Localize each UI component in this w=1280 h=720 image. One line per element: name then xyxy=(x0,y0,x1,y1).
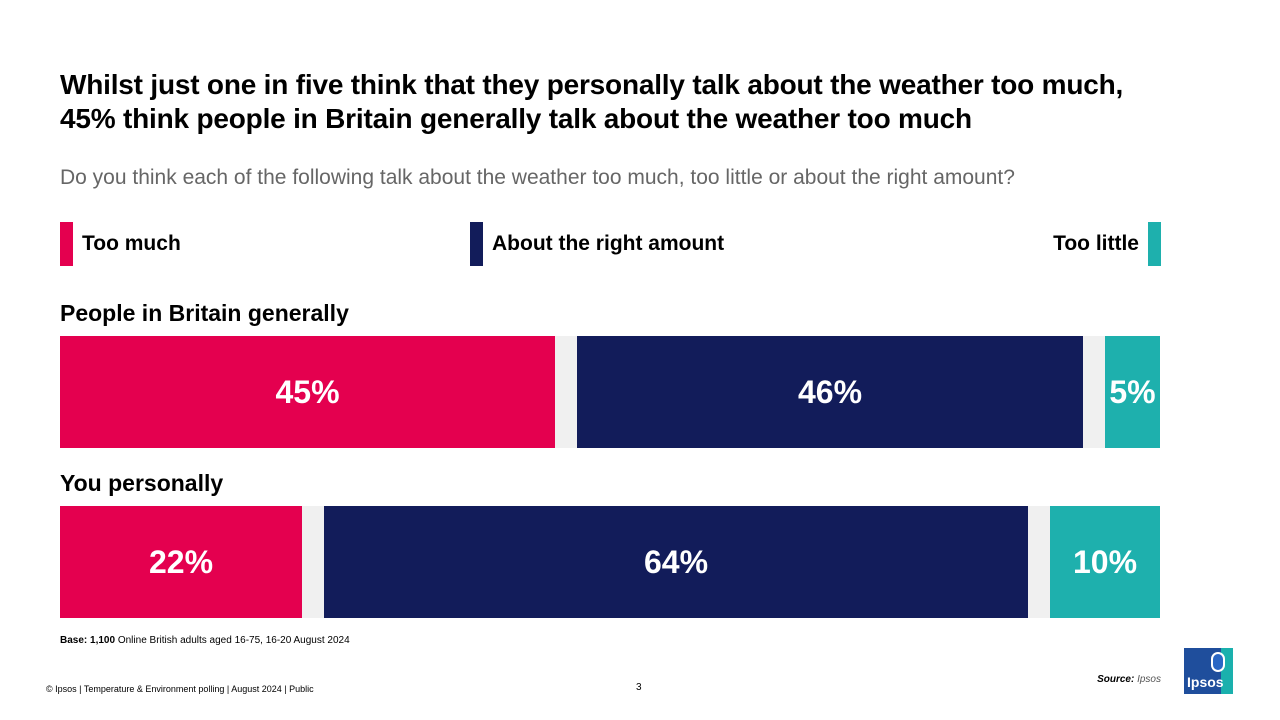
footer-text: © Ipsos | Temperature & Environment poll… xyxy=(46,684,314,694)
bar-row-britain: 45% 46% 5% xyxy=(60,336,1160,448)
legend-too-much: Too much xyxy=(60,222,181,266)
question-subtitle: Do you think each of the following talk … xyxy=(60,166,1015,189)
page-number: 3 xyxy=(636,682,642,693)
legend-swatch-right-amount xyxy=(470,222,483,266)
logo-mark-icon xyxy=(1211,652,1225,672)
source-label: Source: xyxy=(1097,674,1135,685)
bar-personally-too-much: 22% xyxy=(60,506,302,618)
bar-britain-right-amount: 46% xyxy=(577,336,1083,448)
legend-too-little: Too little xyxy=(1053,222,1161,266)
legend-label-too-much: Too much xyxy=(82,232,181,255)
legend-right-amount: About the right amount xyxy=(470,222,724,266)
bar-britain-too-little: 5% xyxy=(1105,336,1160,448)
bar-personally-right-amount: 64% xyxy=(324,506,1028,618)
source-note: Source: Ipsos xyxy=(1097,674,1161,685)
row-label-personally: You personally xyxy=(60,470,224,496)
logo-text: Ipsos xyxy=(1187,674,1224,690)
ipsos-logo: Ipsos xyxy=(1184,648,1233,694)
base-count: 1,100 xyxy=(90,635,116,646)
row-label-britain: People in Britain generally xyxy=(60,300,349,326)
legend-swatch-too-much xyxy=(60,222,73,266)
base-label: Base: xyxy=(60,635,88,646)
base-note: Base: 1,100 Online British adults aged 1… xyxy=(60,635,350,646)
base-text: Online British adults aged 16-75, 16-20 … xyxy=(117,635,350,646)
bar-row-personally: 22% 64% 10% xyxy=(60,506,1160,618)
bar-personally-too-little: 10% xyxy=(1050,506,1160,618)
bar-britain-too-much: 45% xyxy=(60,336,555,448)
source-value: Ipsos xyxy=(1137,674,1161,685)
slide-title: Whilst just one in five think that they … xyxy=(60,69,1124,134)
legend-label-too-little: Too little xyxy=(1053,232,1139,255)
legend-swatch-too-little xyxy=(1148,222,1161,266)
legend-label-right-amount: About the right amount xyxy=(492,232,725,255)
